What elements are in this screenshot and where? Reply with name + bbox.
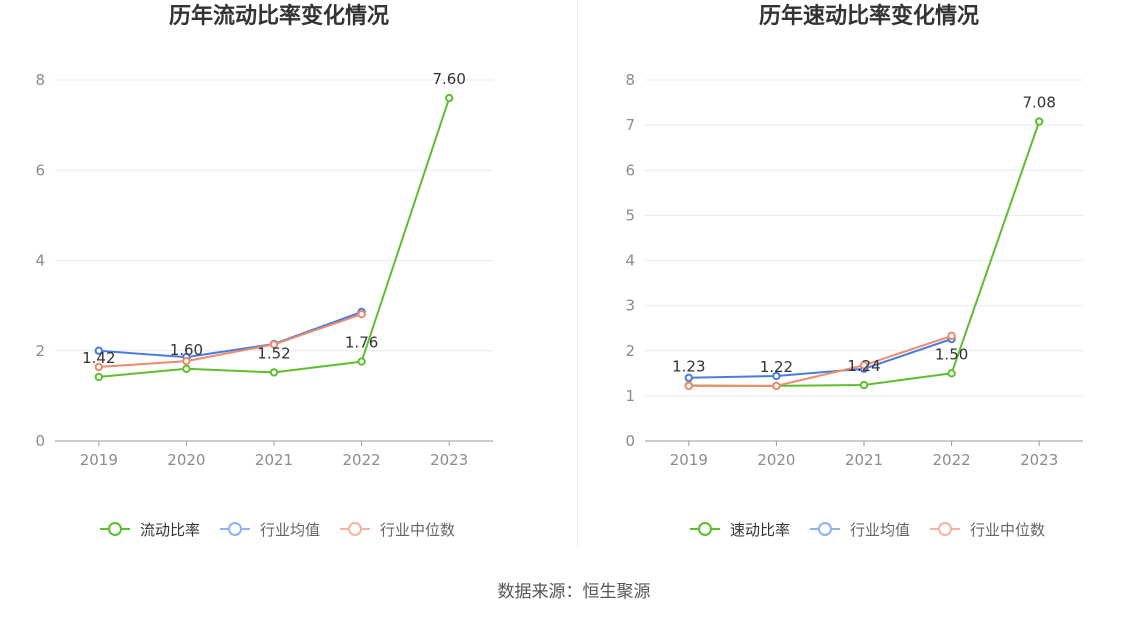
data-source-note: 数据来源：恒生聚源 bbox=[497, 582, 651, 602]
ratio-line bbox=[98, 97, 451, 378]
line-with-circle-icon bbox=[930, 521, 960, 537]
legend-item-industry-average[interactable]: 行业均值 bbox=[810, 517, 910, 541]
y-tick-label: 8 bbox=[625, 71, 635, 89]
x-tick-label: 2021 bbox=[255, 451, 293, 469]
data-label: 7.08 bbox=[1022, 94, 1055, 112]
chart-title: 历年速动比率变化情况 bbox=[758, 4, 979, 29]
data-label: 1.76 bbox=[345, 334, 378, 352]
y-tick-label: 7 bbox=[625, 116, 635, 134]
data-label: 1.60 bbox=[170, 341, 203, 359]
ratio-line bbox=[688, 121, 1041, 387]
chart-legend: 流动比率 行业均值 行业中位数 bbox=[0, 517, 558, 541]
y-tick-label: 2 bbox=[625, 342, 635, 360]
line-with-circle-icon bbox=[690, 521, 720, 537]
line-with-circle-icon bbox=[100, 521, 130, 537]
x-tick-label: 2020 bbox=[757, 451, 795, 469]
y-tick-label: 6 bbox=[625, 161, 635, 179]
industry-median-point bbox=[772, 381, 781, 391]
industry-median-point bbox=[859, 360, 869, 370]
industry-average-point bbox=[94, 346, 104, 355]
y-tick-label: 0 bbox=[35, 432, 45, 450]
legend-label: 行业均值 bbox=[850, 520, 911, 539]
legend-label: 速动比率 bbox=[730, 520, 791, 539]
line-with-circle-icon-graphic bbox=[220, 522, 250, 536]
y-tick-label: 6 bbox=[35, 161, 45, 179]
industry-median-line bbox=[688, 334, 952, 387]
ratio-point bbox=[269, 368, 279, 377]
industry-median-point bbox=[269, 340, 279, 349]
line-with-circle-icon-graphic bbox=[100, 522, 130, 536]
legend-item-industry-average[interactable]: 行业均值 bbox=[220, 517, 320, 541]
y-tick-label: 4 bbox=[35, 252, 45, 270]
legend-item-industry-median[interactable]: 行业中位数 bbox=[340, 517, 455, 541]
y-tick-label: 1 bbox=[625, 387, 635, 405]
chart-title: 历年流动比率变化情况 bbox=[168, 4, 389, 29]
legend-label: 流动比率 bbox=[140, 520, 201, 539]
industry-median-point bbox=[94, 362, 104, 372]
industry-average-line bbox=[98, 310, 362, 359]
ratio-point bbox=[1035, 117, 1044, 126]
ratio-point bbox=[445, 93, 454, 103]
line-with-circle-icon-graphic bbox=[810, 522, 840, 536]
x-tick-label: 2023 bbox=[430, 451, 468, 469]
current-ratio-plot: 0 2 4 6 8 2019 2020 2021 2022 2023 1.42 1.60 1.52 1.7… bbox=[35, 70, 493, 469]
industry-average-point bbox=[684, 373, 694, 383]
y-tick-label: 5 bbox=[625, 206, 635, 224]
legend-item-quick-ratio[interactable]: 速动比率 bbox=[690, 517, 790, 541]
data-label: 1.42 bbox=[82, 349, 115, 367]
line-with-circle-icon bbox=[810, 521, 840, 537]
x-tick-label: 2022 bbox=[933, 451, 971, 469]
line-with-circle-icon bbox=[340, 521, 370, 537]
industry-median-point bbox=[357, 309, 366, 319]
quick-ratio-chart: 0 1 2 3 4 5 6 7 8 2019 2020 2021 2022 2023 1.23 1.22 1.2… bbox=[590, 0, 1148, 548]
line-with-circle-icon-graphic bbox=[340, 522, 370, 536]
y-tick-label: 3 bbox=[625, 297, 635, 315]
legend-item-current-ratio[interactable]: 流动比率 bbox=[100, 517, 200, 541]
y-tick-label: 2 bbox=[35, 342, 45, 360]
ratio-point bbox=[357, 357, 366, 366]
data-label: 1.52 bbox=[257, 344, 290, 362]
x-tick-label: 2021 bbox=[845, 451, 883, 469]
line-with-circle-icon-graphic bbox=[930, 522, 960, 536]
industry-median-point bbox=[182, 356, 191, 366]
x-tick-label: 2022 bbox=[343, 451, 381, 469]
data-label: 1.50 bbox=[935, 345, 968, 363]
y-tick-label: 0 bbox=[625, 432, 635, 450]
x-tick-label: 2019 bbox=[670, 451, 708, 469]
ratio-point bbox=[182, 364, 191, 373]
legend-label: 行业中位数 bbox=[380, 520, 456, 539]
ratio-point bbox=[94, 372, 104, 382]
x-tick-label: 2019 bbox=[80, 451, 118, 469]
line-with-circle-icon-graphic bbox=[690, 522, 720, 536]
y-tick-label: 4 bbox=[625, 252, 635, 270]
legend-item-industry-median[interactable]: 行业中位数 bbox=[930, 517, 1045, 541]
chart-divider bbox=[577, 0, 578, 548]
ratio-point bbox=[947, 369, 956, 378]
x-tick-label: 2023 bbox=[1020, 451, 1058, 469]
industry-median-point bbox=[947, 331, 956, 341]
chart-legend: 速动比率 行业均值 行业中位数 bbox=[590, 517, 1148, 541]
y-tick-label: 8 bbox=[35, 71, 45, 89]
data-label: 1.24 bbox=[847, 357, 880, 375]
x-tick-label: 2020 bbox=[167, 451, 205, 469]
current-ratio-chart: 0 2 4 6 8 2019 2020 2021 2022 2023 1.42 1.60 1.52 1.7… bbox=[0, 0, 558, 548]
industry-median-line bbox=[98, 313, 362, 368]
industry-median-point bbox=[684, 381, 694, 391]
line-with-circle-icon bbox=[220, 521, 250, 537]
data-label: 7.60 bbox=[432, 70, 465, 88]
industry-average-line bbox=[688, 338, 952, 379]
industry-average-point bbox=[772, 371, 781, 381]
ratio-point bbox=[859, 380, 869, 390]
data-label: 1.22 bbox=[760, 358, 793, 376]
quick-ratio-plot: 0 1 2 3 4 5 6 7 8 2019 2020 2021 2022 2023 1.23 1.22 1.2… bbox=[625, 71, 1083, 469]
legend-label: 行业中位数 bbox=[970, 520, 1046, 539]
data-label: 1.23 bbox=[672, 357, 705, 375]
legend-label: 行业均值 bbox=[260, 520, 321, 539]
